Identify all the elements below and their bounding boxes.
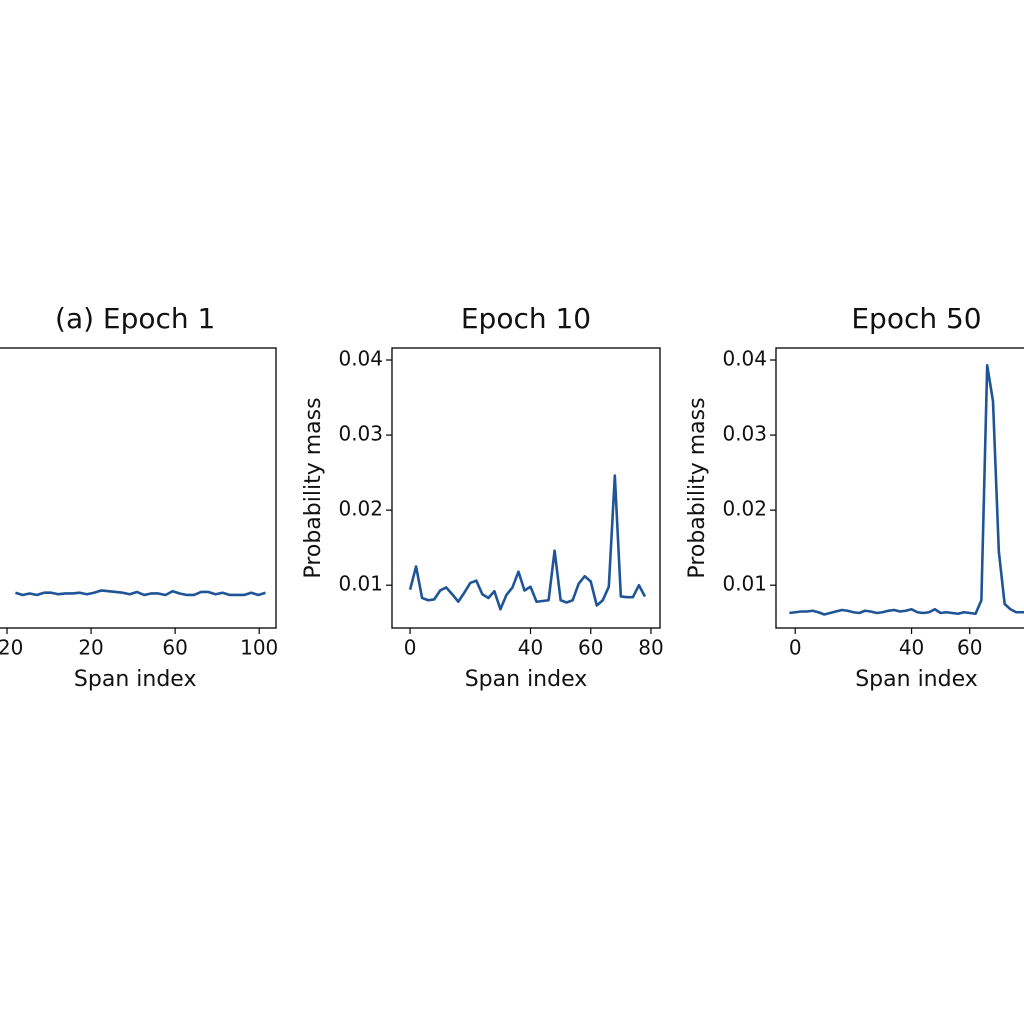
axes-frame	[391, 347, 661, 629]
x-tick-label: 60	[578, 636, 603, 660]
axes-frame	[0, 347, 277, 629]
y-tick-label: 0.02	[722, 497, 767, 521]
x-tick-label: 40	[518, 636, 543, 660]
y-axis-label: Probability mass	[301, 397, 326, 578]
x-axis-label: Span index	[74, 667, 197, 692]
x-tick-label: 0	[404, 636, 417, 660]
x-tick-label: 0	[789, 636, 802, 660]
y-tick-label: 0.04	[338, 347, 383, 371]
x-tick-label: 60	[957, 636, 982, 660]
y-tick-label: 0.01	[722, 572, 767, 596]
x-tick-label: 100	[240, 636, 278, 660]
x-axis-label: Span index	[465, 667, 588, 692]
x-tick-label: 60	[162, 636, 187, 660]
data-line	[15, 589, 266, 597]
y-axis-label: Probability mass	[685, 397, 710, 578]
axes-frame	[775, 347, 1024, 629]
x-tick-label: 20	[78, 636, 103, 660]
y-tick-label: 0.02	[338, 497, 383, 521]
x-axis-label: Span index	[855, 667, 978, 692]
x-tick-label: 80	[638, 636, 663, 660]
panel-title: Epoch 10	[461, 302, 591, 335]
y-tick-label: 0.03	[722, 422, 767, 446]
y-tick-label: 0.03	[338, 422, 383, 446]
x-tick-label: -20	[0, 636, 23, 660]
data-line	[408, 474, 647, 611]
y-tick-label: 0.01	[338, 572, 383, 596]
x-tick-label: 40	[899, 636, 924, 660]
panel-title: Epoch 50	[851, 302, 981, 335]
data-line	[789, 363, 1024, 616]
y-tick-label: 0.04	[722, 347, 767, 371]
panel-title: (a) Epoch 1	[55, 302, 215, 335]
